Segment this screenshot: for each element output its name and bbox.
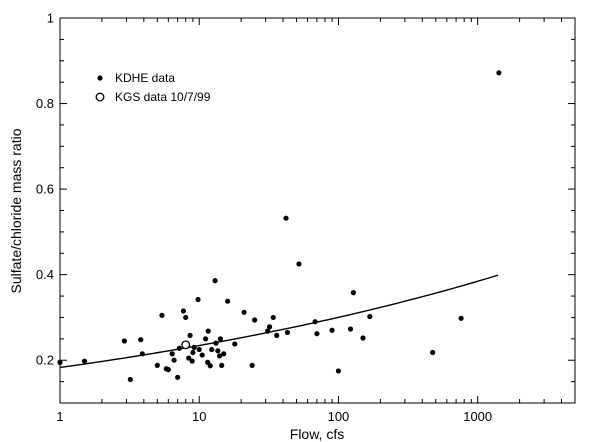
kdhe-data-point [205,328,211,334]
kdhe-data-point [176,345,182,351]
kdhe-data-point [81,358,88,364]
kdhe-data-point [252,317,258,323]
y-axis-title: Sulfate/chloride mass ratio [8,128,24,293]
kdhe-data-point [347,326,354,332]
kdhe-data-point [367,313,373,320]
kdhe-data-point [199,352,205,358]
kdhe-data-point [187,332,193,339]
kdhe-data-point [195,296,201,303]
kdhe-data-point [458,315,464,321]
y-tick-label: 0.8 [36,96,54,111]
kdhe-data-point [169,351,175,357]
kdhe-data-point [360,335,366,341]
y-tick-label: 1 [47,11,54,26]
kdhe-data-point [183,314,189,321]
kdhe-data-point [265,328,271,334]
x-tick-label: 100 [328,409,350,424]
x-axis-ticks [59,18,576,403]
kdhe-data-point [266,324,273,330]
kdhe-data-point [189,358,195,364]
kdhe-data-point [165,367,171,373]
kdhe-data-point [350,290,356,296]
kdhe-data-point [213,340,219,346]
kdhe-data-point [127,376,133,383]
y-tick-label: 0.4 [36,267,54,282]
kdhe-data-point [215,348,221,354]
kdhe-data-point [154,362,160,368]
x-tick-label: 1000 [463,409,492,424]
kdhe-data-point [207,363,213,369]
legend-marker-kgs [95,92,105,102]
kdhe-data-point [57,359,63,365]
x-axis-tick-labels: 1 10 100 1000 [56,409,492,424]
kdhe-data-point [159,312,165,318]
kdhe-data-point [202,336,209,342]
legend-label-kdhe: KDHE data [115,71,175,85]
kdhe-data-point [191,344,197,350]
kdhe-data-point [270,314,276,321]
kdhe-data-point [171,357,177,363]
y-axis-ticks [60,17,575,404]
kdhe-data-point [496,70,502,76]
kdhe-data-point [121,338,127,344]
kdhe-data-point [209,346,215,353]
legend-label-kgs: KGS data 10/7/99 [115,90,211,104]
kdhe-data-point [283,215,289,221]
x-tick-label: 1 [56,409,63,424]
kdhe-data-point [217,336,224,342]
kdhe-data-point [139,351,145,357]
kdhe-data-point [212,278,218,284]
legend: KDHE data KGS data 10/7/99 [95,71,211,104]
data-points [57,70,502,383]
kdhe-data-point [180,308,187,314]
y-axis-tick-labels: 0.2 0.4 0.6 0.8 1 [36,11,54,368]
kdhe-data-point [314,331,320,337]
kdhe-data-point [138,337,144,343]
kdhe-data-point [190,349,196,356]
kdhe-data-point [430,349,436,356]
kdhe-data-point [175,374,181,380]
kdhe-data-point [335,368,342,374]
kdhe-data-point [219,362,225,368]
kdhe-data-point [221,351,227,357]
kdhe-data-point [216,353,223,359]
y-tick-label: 0.6 [36,182,54,197]
kdhe-data-point [196,346,202,353]
kdhe-data-point [241,309,247,315]
kdhe-data-point [249,362,255,368]
kdhe-data-point [329,327,335,333]
kdhe-data-point [225,298,231,304]
kdhe-data-point [296,261,302,267]
kdhe-data-point [186,355,192,361]
kdhe-data-point [232,341,238,347]
kdhe-data-point [312,319,318,325]
x-tick-label: 10 [192,409,206,424]
y-tick-label: 0.2 [36,353,54,368]
kdhe-data-point [274,332,280,339]
legend-marker-kdhe [97,75,103,81]
trend-line [59,274,499,369]
kgs-data-point [181,340,191,350]
x-axis-title: Flow, cfs [290,426,344,442]
kdhe-data-point [284,329,291,336]
